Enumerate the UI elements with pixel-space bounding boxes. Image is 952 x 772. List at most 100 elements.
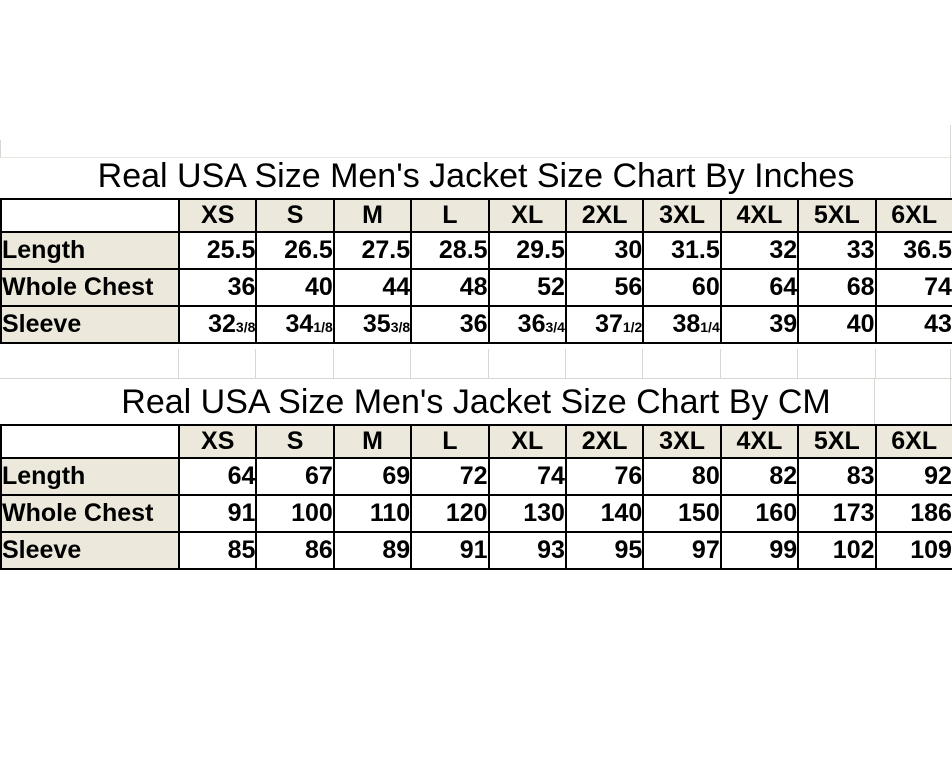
table-row-sleeve: Sleeve 323/8 341/8 353/8 36 363/4 371/2 381/4 39…	[0, 305, 952, 344]
size-value-cell: 130	[487, 494, 567, 533]
size-value-cell: 56	[564, 268, 645, 307]
header-row: XS S M L XL 2XL 3XL 4XL 5XL 6XL	[0, 424, 952, 459]
size-value-cell: 353/8	[332, 305, 413, 344]
column-header-m: M	[332, 198, 413, 233]
row-label: Sleeve	[0, 531, 180, 570]
size-value-cell: 36.5	[874, 231, 952, 270]
column-header-5xl: 5XL	[797, 198, 877, 233]
faint-gridline-vertical	[950, 125, 951, 198]
faint-gridline-vertical	[797, 349, 798, 378]
column-header-m: M	[332, 424, 413, 459]
faint-gridline-vertical	[642, 349, 643, 378]
size-value-cell: 140	[564, 494, 645, 533]
row-label: Whole Chest	[0, 494, 180, 533]
size-value-cell: 64	[177, 457, 258, 496]
size-value-cell: 80	[642, 457, 722, 496]
size-value-cell: 95	[564, 531, 645, 570]
inches-size-table: XS S M L XL 2XL 3XL 4XL 5XL 6XL Length 25.5 26.5 27.5…	[0, 198, 952, 344]
size-value-cell: 173	[797, 494, 877, 533]
size-value-cell: 28.5	[410, 231, 490, 270]
faint-gridline-vertical	[875, 349, 876, 378]
size-value-cell: 381/4	[642, 305, 722, 344]
table-row-whole-chest: Whole Chest 91 100 110 120 130 140 150 160 173 186	[0, 494, 952, 533]
size-value-cell: 30	[564, 231, 645, 270]
row-label: Length	[0, 457, 180, 496]
size-value-cell: 83	[797, 457, 877, 496]
size-value-cell: 99	[719, 531, 800, 570]
column-header-6xl: 6XL	[874, 198, 952, 233]
column-header-6xl: 6XL	[874, 424, 952, 459]
column-header-4xl: 4XL	[719, 198, 800, 233]
column-header-2xl: 2XL	[564, 424, 645, 459]
fraction-suffix: 1/2	[622, 319, 643, 335]
column-header-l: L	[410, 198, 490, 233]
fraction-suffix: 3/8	[235, 319, 256, 335]
cm-size-table: XS S M L XL 2XL 3XL 4XL 5XL 6XL Length 64 67 69 72 74 76…	[0, 424, 952, 570]
size-value-cell: 44	[332, 268, 413, 307]
column-header-4xl: 4XL	[719, 424, 800, 459]
table-row-length: Length 64 67 69 72 74 76 80 82 83 92	[0, 457, 952, 496]
inches-chart-title: Real USA Size Men's Jacket Size Chart By…	[97, 157, 855, 195]
size-value-cell: 25.5	[177, 231, 258, 270]
size-value-cell: 36	[177, 268, 258, 307]
size-value-cell: 91	[177, 494, 258, 533]
size-value-cell: 102	[797, 531, 877, 570]
size-value-cell: 32	[719, 231, 800, 270]
column-header-3xl: 3XL	[642, 198, 722, 233]
faint-gridline-vertical	[333, 349, 334, 378]
size-value-cell: 100	[255, 494, 335, 533]
size-value-cell: 160	[719, 494, 800, 533]
size-value-cell: 93	[487, 531, 567, 570]
size-value-cell: 186	[874, 494, 952, 533]
row-label: Whole Chest	[0, 268, 180, 307]
column-header-5xl: 5XL	[797, 424, 877, 459]
column-header-s: S	[255, 198, 335, 233]
size-value-cell: 67	[255, 457, 335, 496]
faint-gridline-vertical	[255, 349, 256, 378]
size-value-cell: 48	[410, 268, 490, 307]
size-value-cell: 69	[332, 457, 413, 496]
faint-gridline-vertical	[0, 140, 1, 158]
size-value-cell: 74	[874, 268, 952, 307]
column-header-xs: XS	[177, 424, 258, 459]
size-value-cell: 27.5	[332, 231, 413, 270]
column-header-2xl: 2XL	[564, 198, 645, 233]
size-value-cell: 86	[255, 531, 335, 570]
column-header-xl: XL	[487, 424, 567, 459]
size-value-cell: 29.5	[487, 231, 567, 270]
faint-gridline-vertical	[565, 349, 566, 378]
faint-gridline-vertical	[720, 349, 721, 378]
column-header-3xl: 3XL	[642, 424, 722, 459]
faint-gridline-vertical	[410, 349, 411, 378]
size-value-cell: 60	[642, 268, 722, 307]
size-value-cell: 110	[332, 494, 413, 533]
size-value-cell: 31.5	[642, 231, 722, 270]
size-value-cell: 91	[410, 531, 490, 570]
table-row-length: Length 25.5 26.5 27.5 28.5 29.5 30 31.5 32 33 36.5	[0, 231, 952, 270]
size-value-cell: 363/4	[487, 305, 567, 344]
faint-gridline-horizontal	[0, 157, 952, 158]
fraction-suffix: 3/4	[545, 319, 565, 335]
corner-cell	[0, 424, 180, 459]
size-value-cell: 36	[410, 305, 490, 344]
size-value-cell: 26.5	[255, 231, 335, 270]
faint-gridline-vertical	[488, 349, 489, 378]
size-value-cell: 341/8	[255, 305, 335, 344]
table-row-whole-chest: Whole Chest 36 40 44 48 52 56 60 64 68 74	[0, 268, 952, 307]
size-value-cell: 85	[177, 531, 258, 570]
size-value-cell: 40	[255, 268, 335, 307]
column-header-xs: XS	[177, 198, 258, 233]
fraction-suffix: 1/8	[313, 319, 333, 335]
size-value-cell: 371/2	[564, 305, 645, 344]
row-label: Sleeve	[0, 305, 180, 344]
row-label: Length	[0, 231, 180, 270]
fraction-suffix: 3/8	[390, 319, 411, 335]
size-value-cell: 120	[410, 494, 490, 533]
column-header-s: S	[255, 424, 335, 459]
corner-cell	[0, 198, 180, 233]
column-header-l: L	[410, 424, 490, 459]
size-value-cell: 52	[487, 268, 567, 307]
faint-gridline-horizontal	[0, 378, 952, 379]
size-value-cell: 150	[642, 494, 722, 533]
